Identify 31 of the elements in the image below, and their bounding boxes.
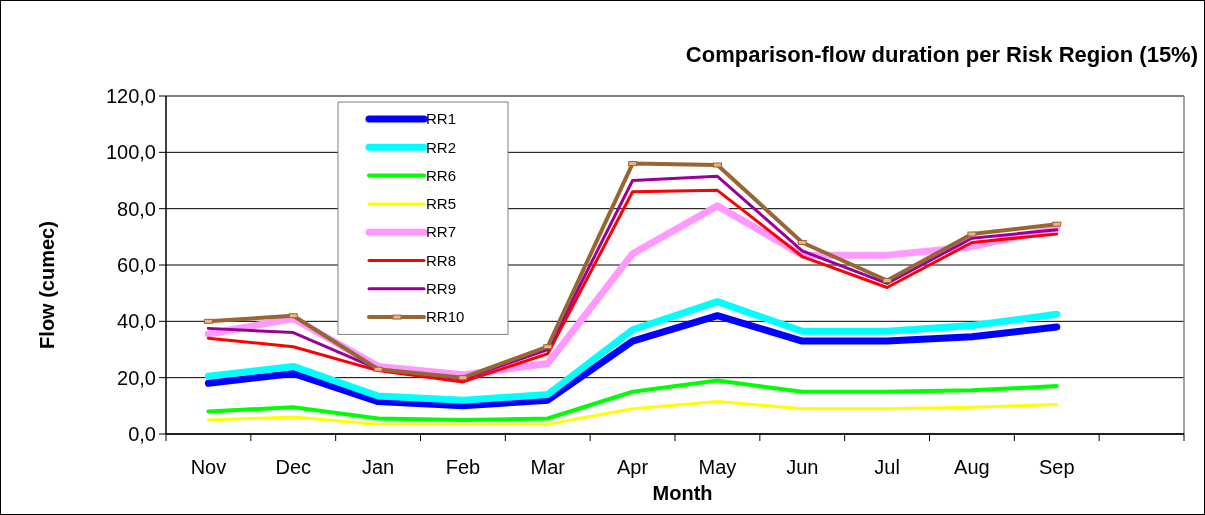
y-tick-label: 40,0 xyxy=(117,310,156,333)
x-tick-label: May xyxy=(698,456,737,478)
x-tick-label: Feb xyxy=(445,456,481,478)
line-series xyxy=(206,400,1059,426)
legend-label: RR7 xyxy=(426,223,457,241)
x-tick-label: Jul xyxy=(874,456,900,478)
legend-label: RR6 xyxy=(426,166,457,184)
x-tick-label: Dec xyxy=(275,456,312,478)
legend-label: RR10 xyxy=(426,308,465,326)
legend-label: RR5 xyxy=(426,195,457,213)
line-series xyxy=(206,378,1059,422)
x-tick-label: Nov xyxy=(190,456,227,478)
legend-label: RR2 xyxy=(426,138,457,156)
y-tick-label: 120,0 xyxy=(105,85,156,107)
y-tick-label: 60,0 xyxy=(117,254,156,276)
y-tick-label: 100,0 xyxy=(105,141,156,164)
y-axis-title: Flow (cumec) xyxy=(36,221,58,349)
x-tick-label: Sep xyxy=(1038,456,1075,478)
y-tick-label: 80,0 xyxy=(117,197,156,220)
x-tick-label: Jan xyxy=(361,456,395,478)
x-tick-label: Jun xyxy=(786,456,819,478)
x-tick-label: Mar xyxy=(530,456,566,478)
legend-label: RR9 xyxy=(426,280,457,298)
chart-title: Comparison-flow duration per Risk Region (15%) xyxy=(685,42,1198,67)
legend-label: RR1 xyxy=(426,110,457,128)
legend-label: RR8 xyxy=(426,251,457,269)
x-tick-label: Aug xyxy=(954,456,990,478)
x-tick-label: Apr xyxy=(617,456,649,478)
y-tick-label: 0,0 xyxy=(128,423,156,445)
y-tick-label: 20,0 xyxy=(117,366,156,389)
x-axis-title: Month xyxy=(652,482,713,504)
